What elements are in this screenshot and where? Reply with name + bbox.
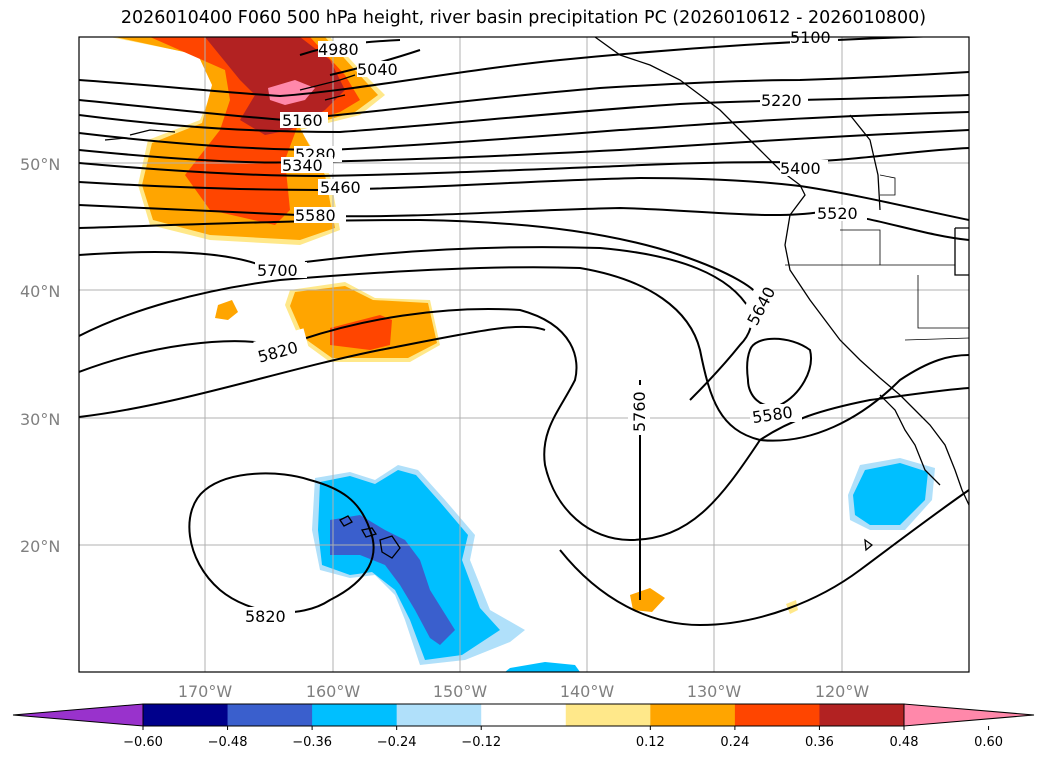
lat-label: 30°N: [20, 410, 60, 429]
colorbar-tick-label: −0.60: [123, 735, 163, 750]
contour-label: 5760: [630, 391, 649, 432]
colorbar-swatch: [143, 704, 229, 726]
colorbar-tick-label: 0.36: [805, 735, 834, 750]
contour-label: 5340: [282, 156, 323, 175]
map-title: 2026010400 F060 500 hPa height, river ba…: [120, 8, 927, 28]
precip-shading-north: [110, 37, 385, 245]
political-borders: [785, 174, 969, 341]
colorbar-swatch: [734, 704, 820, 726]
colorbar-tick-label: −0.36: [292, 735, 332, 750]
colorbar-swatch: [396, 704, 482, 726]
colorbar-tick-label: −0.48: [208, 735, 248, 750]
contour-label: 5040: [357, 60, 398, 79]
colorbar-tick-label: 0.48: [890, 735, 919, 750]
colorbar-swatch: [227, 704, 313, 726]
colorbar: −0.60 −0.48 −0.36 −0.24 −0.12 0.12 0.24 0.36 0.4…: [12, 703, 1035, 750]
contour-label: 5700: [257, 261, 298, 280]
lon-label: 140°W: [560, 682, 615, 701]
colorbar-swatch: [565, 704, 651, 726]
lon-label: 150°W: [433, 682, 488, 701]
colorbar-tick-label: −0.24: [377, 735, 417, 750]
lon-label: 120°W: [815, 682, 870, 701]
colorbar-extend-max: [903, 703, 1035, 727]
contour-label: 5220: [761, 91, 802, 110]
contour-label: 5460: [320, 178, 361, 197]
colorbar-tick-label: 0.24: [720, 735, 749, 750]
lat-label: 40°N: [20, 282, 60, 301]
contour-label: 5520: [817, 204, 858, 223]
contour-label: 5580: [295, 206, 336, 225]
colorbar-swatch: [481, 704, 567, 726]
lon-label: 160°W: [306, 682, 361, 701]
contour-label: 5820: [245, 607, 286, 626]
colorbar-swatch: [650, 704, 736, 726]
colorbar-frame: [142, 703, 905, 727]
colorbar-tick-label: 0.12: [636, 735, 665, 750]
colorbar-swatch: [819, 704, 905, 726]
colorbar-swatch: [312, 704, 398, 726]
precip-shading-negative: [312, 458, 935, 672]
contour-label: 4980: [318, 40, 359, 59]
colorbar-extend-min: [12, 703, 144, 727]
contour-label: 5160: [282, 111, 323, 130]
coastlines: [104, 37, 969, 559]
colorbar-tick-label: −0.12: [461, 735, 501, 750]
lat-label: 20°N: [20, 537, 60, 556]
lon-label: 170°W: [178, 682, 233, 701]
lon-label: 130°W: [687, 682, 742, 701]
colorbar-tick-label: 0.60: [974, 735, 1003, 750]
contour-label: 5400: [780, 159, 821, 178]
lat-label: 50°N: [20, 155, 60, 174]
map-frame: [78, 36, 970, 673]
